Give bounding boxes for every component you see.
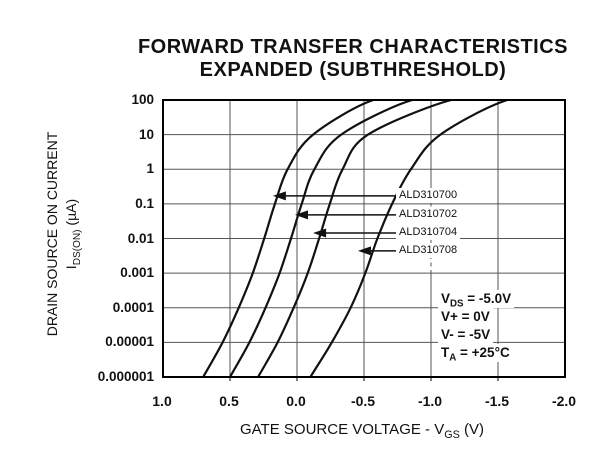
arrowhead-left-icon bbox=[357, 246, 371, 256]
condition-line-1: VDS = -5.0V bbox=[438, 290, 515, 309]
chart-title: FORWARD TRANSFER CHARACTERISTICS EXPANDE… bbox=[96, 36, 610, 82]
x-tick-label--1.0: -1.0 bbox=[417, 393, 443, 409]
curve-label-ALD310704: ALD310704 bbox=[396, 225, 461, 240]
plot-frame bbox=[162, 99, 566, 378]
y-tick-label-0.000001: 0.000001 bbox=[97, 369, 154, 384]
curve-label-ALD310702: ALD310702 bbox=[396, 207, 461, 222]
chart-title-line2: EXPANDED (SUBTHRESHOLD) bbox=[199, 59, 507, 81]
x-tick-label-0.5: 0.5 bbox=[219, 393, 239, 409]
gridlines bbox=[163, 100, 565, 381]
x-tick-label--2.0: -2.0 bbox=[551, 393, 577, 409]
curve-ALD310700 bbox=[202, 99, 374, 378]
arrowhead-left-icon bbox=[272, 191, 286, 201]
y-axis-title-line1: DRAIN SOURCE ON CURRENT bbox=[44, 131, 60, 337]
y-axis-title: DRAIN SOURCE ON CURRENT IDS(ON) (µA) bbox=[43, 84, 83, 384]
y-axis-title-line2: IDS(ON) (µA) bbox=[63, 198, 83, 270]
y-tick-label-0.0001: 0.0001 bbox=[112, 300, 154, 315]
curve-ALD310704 bbox=[257, 99, 452, 378]
curve-label-ALD310708: ALD310708 bbox=[396, 243, 461, 258]
curve-label-ALD310700: ALD310700 bbox=[396, 188, 461, 203]
curve-ALD310702 bbox=[229, 99, 413, 378]
x-tick-label--1.5: -1.5 bbox=[484, 393, 510, 409]
condition-line-3: V- = -5V bbox=[438, 326, 494, 344]
y-tick-label-10: 10 bbox=[138, 127, 154, 142]
x-tick-label-1.0: 1.0 bbox=[152, 393, 172, 409]
x-tick-label-0.0: 0.0 bbox=[286, 393, 306, 409]
callout-arrows bbox=[272, 191, 397, 256]
condition-line-4: TA = +25°C bbox=[438, 344, 513, 363]
y-tick-label-0.001: 0.001 bbox=[120, 265, 154, 280]
y-tick-label-0.1: 0.1 bbox=[135, 196, 154, 211]
y-tick-label-0.01: 0.01 bbox=[127, 231, 154, 246]
arrowhead-left-icon bbox=[313, 228, 327, 238]
y-tick-label-0.00001: 0.00001 bbox=[105, 334, 154, 349]
condition-line-2: V+ = 0V bbox=[438, 308, 493, 326]
y-tick-label-100: 100 bbox=[131, 92, 154, 107]
curve-ALD310708 bbox=[309, 99, 508, 378]
y-tick-label-1: 1 bbox=[146, 161, 154, 176]
x-axis-title: GATE SOURCE VOLTAGE - VGS (V) bbox=[240, 421, 484, 441]
chart-title-line1: FORWARD TRANSFER CHARACTERISTICS bbox=[137, 36, 569, 58]
arrowhead-left-icon bbox=[294, 210, 308, 220]
x-tick-label--0.5: -0.5 bbox=[350, 393, 376, 409]
